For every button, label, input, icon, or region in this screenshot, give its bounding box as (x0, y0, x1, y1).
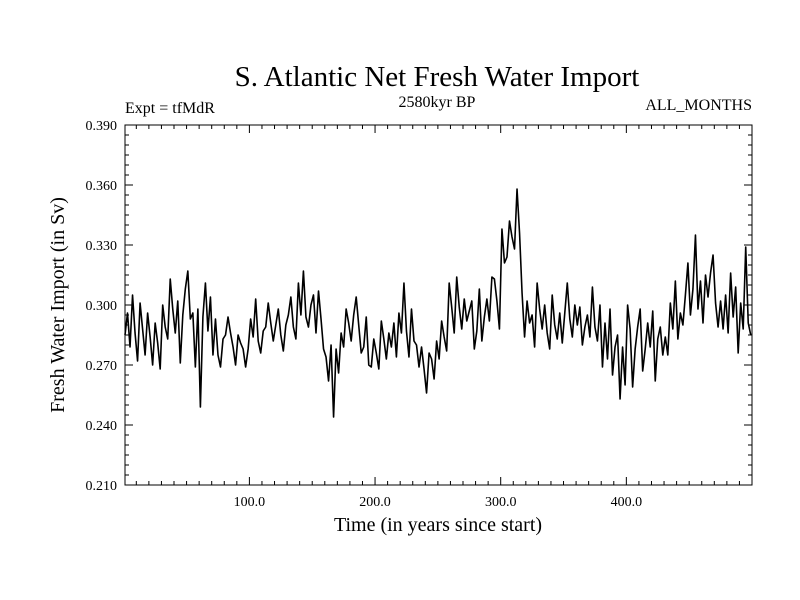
months-label: ALL_MONTHS (645, 97, 752, 114)
x-tick-label: 400.0 (611, 495, 643, 510)
y-tick-label: 0.330 (86, 239, 118, 254)
x-tick-label: 300.0 (485, 495, 517, 510)
x-axis: 100.0 200.0 300.0 400.0 (135, 125, 740, 510)
experiment-label: Expt = tfMdR (125, 100, 215, 117)
series-line (124, 188, 752, 418)
x-tick-label: 100.0 (234, 495, 266, 510)
y-axis: 0.210 0.240 0.270 0.300 0.330 0.360 0.390 (86, 119, 752, 494)
x-axis-label: Time (in years since start) (334, 514, 542, 536)
plot-frame (124, 124, 753, 486)
y-tick-label: 0.360 (86, 179, 118, 194)
y-tick-label: 0.270 (86, 359, 118, 374)
y-axis-label: Fresh Water Import (in Sv) (47, 197, 69, 413)
period-label: 2580kyr BP (399, 94, 476, 111)
y-tick-label: 0.240 (86, 419, 118, 434)
y-tick-label: 0.390 (86, 119, 118, 134)
y-tick-label: 0.210 (86, 479, 118, 494)
y-tick-label: 0.300 (86, 299, 118, 314)
chart-title: S. Atlantic Net Fresh Water Import (235, 61, 640, 93)
x-tick-label: 200.0 (359, 495, 391, 510)
